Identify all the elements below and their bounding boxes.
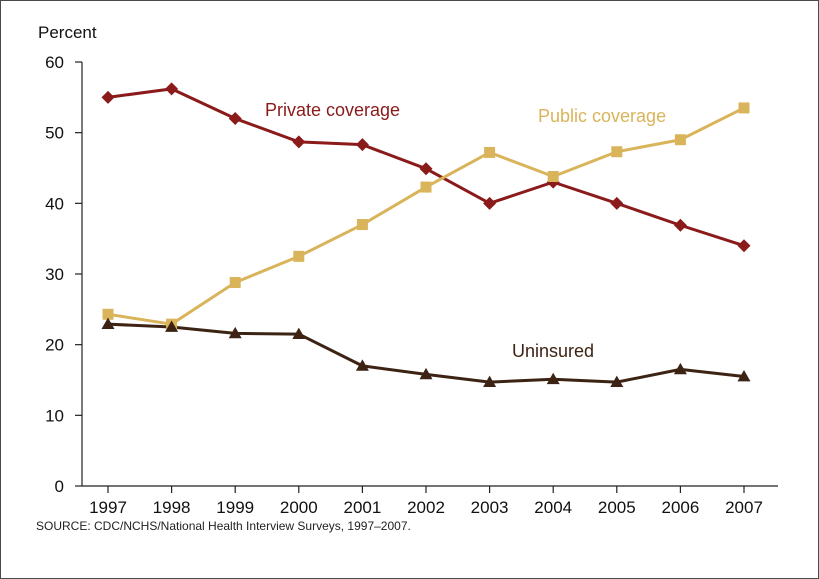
public-coverage-point <box>674 134 686 146</box>
private-coverage-point <box>419 162 433 176</box>
uninsured-point <box>228 326 242 339</box>
public-coverage-point <box>293 250 305 262</box>
uninsured-point <box>165 320 179 332</box>
uninsured-point <box>101 317 115 330</box>
uninsured-point <box>292 327 306 339</box>
private-coverage-point <box>483 196 497 210</box>
x-tick-label: 1997 <box>89 498 127 517</box>
uninsured-point <box>673 362 687 375</box>
x-tick-label: 2002 <box>407 498 445 517</box>
uninsured-point <box>355 359 369 371</box>
uninsured-label: Uninsured <box>512 341 594 361</box>
public-coverage-point <box>738 102 750 114</box>
private-coverage-point <box>737 239 751 253</box>
private-coverage-point <box>673 218 687 232</box>
private-coverage-point <box>165 82 179 96</box>
x-tick-label: 2006 <box>661 498 699 517</box>
y-tick-label: 50 <box>45 124 64 143</box>
y-tick-label: 60 <box>45 53 64 72</box>
uninsured-point <box>419 367 433 380</box>
private-coverage-point <box>355 138 369 152</box>
private-coverage-point <box>228 112 242 126</box>
source-note: SOURCE: CDC/NCHS/National Health Intervi… <box>36 519 411 533</box>
x-tick-label: 2000 <box>280 498 318 517</box>
y-tick-label: 10 <box>45 406 64 425</box>
private-coverage-point <box>101 90 115 104</box>
y-tick-label: 0 <box>55 477 64 496</box>
y-tick-label: 30 <box>45 265 64 284</box>
y-axis-label: Percent <box>38 23 97 42</box>
public-coverage-point <box>102 308 114 320</box>
x-tick-label: 1999 <box>216 498 254 517</box>
public-coverage-point <box>547 170 559 182</box>
y-tick-label: 40 <box>45 194 64 213</box>
public-coverage-point <box>484 146 496 158</box>
x-tick-label: 2004 <box>534 498 572 517</box>
private-coverage-label: Private coverage <box>265 100 400 120</box>
x-tick-label: 2007 <box>725 498 763 517</box>
private-coverage-point <box>610 196 624 210</box>
uninsured-point <box>737 369 751 382</box>
public-coverage-point <box>420 181 432 193</box>
y-tick-label: 20 <box>45 336 64 355</box>
x-tick-label: 1998 <box>153 498 191 517</box>
x-tick-label: 2005 <box>598 498 636 517</box>
uninsured-point <box>483 375 497 387</box>
public-coverage-point <box>229 276 241 288</box>
private-coverage-point <box>292 135 306 149</box>
public-coverage-point <box>611 146 623 158</box>
uninsured-point <box>546 372 560 385</box>
x-tick-label: 2001 <box>343 498 381 517</box>
public-coverage-point <box>356 219 368 231</box>
public-coverage-label: Public coverage <box>538 106 666 126</box>
public-coverage-line <box>107 106 745 326</box>
uninsured-point <box>610 375 624 387</box>
x-tick-label: 2003 <box>471 498 509 517</box>
